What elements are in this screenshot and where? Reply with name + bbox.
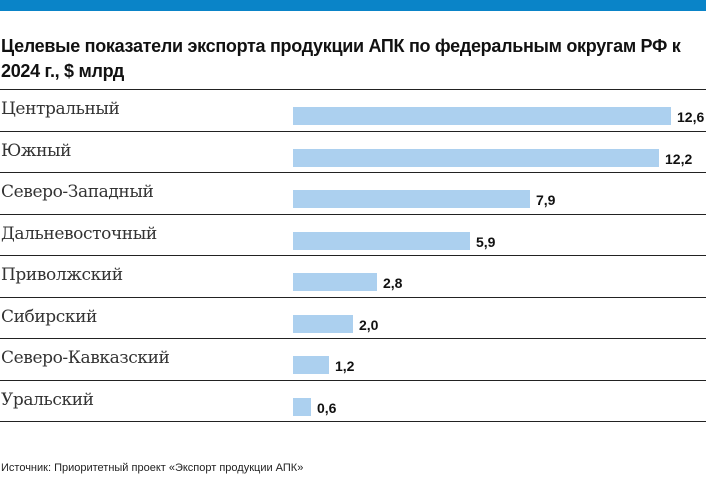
chart-row: Северо-Кавказский 1,2 [0, 339, 706, 381]
bar [293, 356, 329, 374]
category-label: Центральный [1, 99, 120, 119]
bar [293, 273, 377, 291]
bar-chart: Центральный 12,6 Южный 12,2 Северо-Западный 7… [0, 89, 706, 422]
chart-row: Северо-Западный 7,9 [0, 173, 706, 215]
chart-row: Приволжский 2,8 [0, 256, 706, 298]
value-label: 0,6 [317, 399, 337, 416]
category-label: Южный [1, 140, 72, 161]
value-label: 1,2 [335, 358, 355, 374]
value-label: 2,0 [359, 316, 379, 333]
chart-row: Южный 12,2 [0, 132, 706, 173]
category-label: Приволжский [1, 265, 123, 285]
category-label: Северо-Западный [1, 182, 154, 202]
value-label: 7,9 [536, 192, 556, 208]
value-label: 12,6 [677, 109, 705, 125]
bar [293, 107, 671, 125]
bar [293, 148, 659, 167]
category-label: Сибирский [1, 306, 97, 327]
bar [293, 190, 530, 208]
bar [293, 314, 353, 333]
bar [293, 397, 311, 416]
chart-row: Уральский 0,6 [0, 381, 706, 422]
value-label: 5,9 [476, 233, 496, 250]
value-label: 12,2 [665, 150, 693, 167]
category-label: Дальневосточный [1, 223, 157, 244]
category-label: Северо-Кавказский [1, 348, 170, 368]
top-accent-bar [0, 0, 706, 11]
chart-row: Дальневосточный 5,9 [0, 215, 706, 256]
chart-title: Целевые показатели экспорта продукции АП… [1, 36, 681, 81]
category-label: Уральский [1, 389, 94, 410]
chart-row: Сибирский 2,0 [0, 298, 706, 339]
value-label: 2,8 [383, 275, 403, 291]
source-note: Источник: Приоритетный проект «Экспорт п… [1, 462, 304, 474]
bar [293, 231, 470, 250]
chart-row: Центральный 12,6 [0, 90, 706, 132]
